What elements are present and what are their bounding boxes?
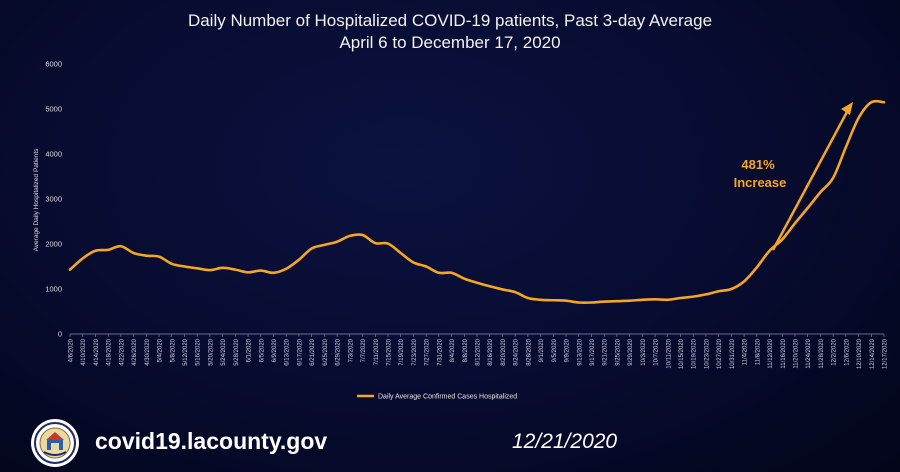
x-tick-label: 6/25/2020 xyxy=(323,338,329,365)
x-tick-label: 9/9/2020 xyxy=(565,338,571,362)
x-tick-label: 12/17/2020 xyxy=(883,338,889,369)
x-tick-label: 10/11/2020 xyxy=(666,338,672,368)
x-tick-label: 5/16/2020 xyxy=(196,338,202,365)
x-tick-label: 11/20/2020 xyxy=(793,338,799,368)
la-county-seal-icon xyxy=(31,419,79,467)
x-tick-label: 11/4/2020 xyxy=(743,338,749,365)
x-tick-label: 12/6/2020 xyxy=(844,338,850,365)
footer-url: covid19.lacounty.gov xyxy=(95,428,328,454)
x-tick-label: 8/16/2020 xyxy=(488,338,494,365)
x-tick-label: 10/3/2020 xyxy=(641,338,647,365)
legend: Daily Average Confirmed Cases Hospitaliz… xyxy=(357,394,517,401)
x-tick-label: 12/10/2020 xyxy=(857,338,863,369)
y-tick-label: 2000 xyxy=(45,240,62,249)
x-tick-label: 10/23/2020 xyxy=(704,338,710,369)
x-tick-label: 7/7/2020 xyxy=(361,338,367,362)
series-layer xyxy=(68,99,886,304)
x-tick-label: 6/17/2020 xyxy=(297,338,303,365)
x-tick-label: 9/1/2020 xyxy=(539,338,545,362)
x-tick-label: 4/22/2020 xyxy=(119,338,125,365)
legend-label: Daily Average Confirmed Cases Hospitaliz… xyxy=(378,394,517,401)
series-line-hospitalized xyxy=(68,99,886,304)
x-tick-label: 5/20/2020 xyxy=(208,338,214,365)
x-tick-label: 8/24/2020 xyxy=(514,338,520,365)
x-tick-label: 4/30/2020 xyxy=(145,338,151,365)
x-tick-label: 4/10/2020 xyxy=(81,338,87,365)
annotation-percent: 481% xyxy=(741,157,775,172)
x-tick-label: 5/28/2020 xyxy=(234,338,240,365)
x-tick-label: 7/19/2020 xyxy=(399,338,405,365)
x-tick-label: 4/18/2020 xyxy=(107,338,113,365)
x-tick-label: 11/12/2020 xyxy=(768,338,774,368)
x-tick-label: 11/8/2020 xyxy=(755,338,761,365)
x-tick-label: 8/20/2020 xyxy=(501,338,507,365)
x-tick-label: 8/28/2020 xyxy=(526,338,532,365)
x-tick-label: 9/5/2020 xyxy=(552,338,558,362)
increase-annotation: 481% Increase xyxy=(734,102,853,251)
x-tick-label: 7/11/2020 xyxy=(374,338,380,365)
x-tick-label: 12/14/2020 xyxy=(870,338,876,369)
x-tick-label: 6/21/2020 xyxy=(310,338,316,365)
x-tick-label: 4/26/2020 xyxy=(132,338,138,365)
x-tick-label: 5/8/2020 xyxy=(170,338,176,362)
x-tick-label: 10/15/2020 xyxy=(679,338,685,369)
chart-subtitle: April 6 to December 17, 2020 xyxy=(339,33,561,52)
x-tick-label: 7/15/2020 xyxy=(386,338,392,365)
y-tick-label: 1000 xyxy=(45,285,62,294)
x-tick-label: 7/23/2020 xyxy=(412,338,418,365)
y-tick-label: 3000 xyxy=(45,195,62,204)
y-axis-label: Average Daily Hospitalized Patients xyxy=(33,148,40,252)
y-tick-label: 6000 xyxy=(45,60,62,69)
x-tick-label: 11/28/2020 xyxy=(819,338,825,368)
x-tick-label: 7/3/2020 xyxy=(348,338,354,362)
x-tick-label: 4/14/2020 xyxy=(94,338,100,365)
x-tick-label: 5/12/2020 xyxy=(183,338,189,365)
increase-arrow-shaft xyxy=(771,109,850,251)
x-tick-label: 6/13/2020 xyxy=(285,338,291,365)
x-tick-label: 11/24/2020 xyxy=(806,338,812,368)
x-tick-label: 5/4/2020 xyxy=(158,338,164,362)
x-tick-label: 11/16/2020 xyxy=(781,338,787,368)
x-tick-label: 9/13/2020 xyxy=(577,338,583,365)
x-tick-label: 6/29/2020 xyxy=(336,338,342,365)
x-tick-label: 6/9/2020 xyxy=(272,338,278,362)
x-tick-label: 10/27/2020 xyxy=(717,338,723,369)
x-tick-label: 8/12/2020 xyxy=(476,338,482,365)
chart-title-block: Daily Number of Hospitalized COVID-19 pa… xyxy=(0,10,900,54)
x-axis: 4/6/2020 4/10/2020 4/14/2020 4/18/2020 4/22/… xyxy=(69,333,889,369)
x-tick-label: 5/24/2020 xyxy=(221,338,227,365)
x-tick-label: 10/19/2020 xyxy=(692,338,698,369)
footer-date: 12/21/2020 xyxy=(512,430,618,453)
increase-arrow-head xyxy=(841,102,853,115)
x-tick-label: 4/6/2020 xyxy=(69,338,75,362)
x-tick-label: 6/1/2020 xyxy=(247,338,253,362)
y-tick-label: 0 xyxy=(58,330,62,339)
y-axis: 0 1000 2000 3000 4000 5000 6000 xyxy=(45,60,62,339)
annotation-label: Increase xyxy=(734,175,787,190)
y-tick-label: 4000 xyxy=(45,150,62,159)
x-tick-label: 12/2/2020 xyxy=(832,338,838,365)
x-tick-label: 8/8/2020 xyxy=(463,338,469,362)
x-tick-label: 9/21/2020 xyxy=(603,338,609,365)
x-tick-label: 9/29/2020 xyxy=(628,338,634,365)
x-tick-label: 7/31/2020 xyxy=(437,338,443,365)
x-tick-label: 9/17/2020 xyxy=(590,338,596,365)
x-tick-label: 10/7/2020 xyxy=(654,338,660,365)
x-tick-label: 7/27/2020 xyxy=(425,338,431,365)
y-tick-label: 5000 xyxy=(45,105,62,114)
x-tick-label: 8/4/2020 xyxy=(450,338,456,362)
x-tick-label: 10/31/2020 xyxy=(730,338,736,369)
x-tick-label: 6/5/2020 xyxy=(259,338,265,362)
chart-title: Daily Number of Hospitalized COVID-19 pa… xyxy=(187,11,713,30)
x-tick-label: 9/25/2020 xyxy=(615,338,621,365)
